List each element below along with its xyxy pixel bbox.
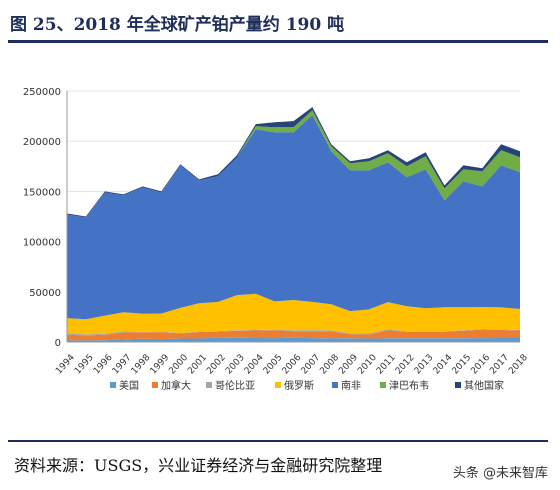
legend-swatch: [455, 382, 461, 388]
y-tick-label: 150000: [23, 187, 61, 198]
legend-label: 俄罗斯: [284, 379, 314, 392]
x-tick-label: 2009: [337, 353, 360, 377]
legend-label: 其他国家: [464, 379, 504, 392]
chart-legend: 美国 加拿大 哥伦比亚 俄罗斯 南非 津巴布韦 其他国家: [110, 379, 504, 392]
legend-swatch: [275, 382, 281, 388]
x-tick-label: 2000: [167, 353, 190, 377]
legend-label: 津巴布韦: [389, 380, 429, 392]
x-tick-label: 2002: [205, 353, 228, 377]
x-tick-label: 2006: [281, 353, 304, 377]
x-tick-label: 1995: [73, 353, 96, 377]
x-tick-label: 2007: [300, 353, 323, 377]
legend-swatch: [110, 382, 116, 388]
x-tick-label: 2008: [318, 353, 341, 377]
source-rule: [8, 440, 548, 442]
x-tick-label: 1997: [111, 353, 134, 377]
area-series-6: [67, 110, 520, 218]
x-tick-label: 2013: [413, 353, 436, 377]
x-tick-label: 2001: [186, 353, 209, 377]
y-tick-label: 50000: [29, 288, 61, 299]
area-series-4: [67, 293, 520, 335]
watermark: 头条 @未来智库: [452, 466, 548, 481]
y-tick-label: 0: [55, 338, 61, 349]
legend-swatch: [206, 382, 212, 388]
x-tick-label: 2003: [224, 353, 247, 377]
chart-axes: [66, 91, 520, 343]
x-tick-label: 2010: [356, 353, 379, 377]
x-tick-label: 2004: [243, 353, 266, 377]
area-series-7: [67, 107, 520, 218]
x-tick-label: 2017: [488, 353, 511, 377]
area-series-5: [67, 115, 520, 320]
area-series-1: [67, 337, 520, 342]
title-rule: [8, 40, 548, 43]
x-tick-label: 2005: [262, 353, 285, 377]
x-tick-label: 2011: [375, 353, 398, 377]
legend-swatch: [152, 382, 158, 388]
x-tick-label: 1994: [54, 353, 77, 377]
chart-areas: [67, 107, 520, 342]
legend-label: 哥伦比亚: [215, 379, 255, 392]
x-tick-label: 2012: [394, 353, 417, 377]
legend-swatch: [332, 382, 338, 388]
x-tick-label: 1999: [149, 353, 172, 377]
x-tick-label: 2015: [451, 353, 474, 377]
area-series-2: [67, 329, 520, 341]
legend-label: 南非: [341, 379, 361, 392]
figure-title: 图 25、2018 年全球矿产铂产量约 190 吨: [10, 15, 345, 35]
y-tick-labels: 0 50000 100000 150000 200000 250000: [23, 87, 61, 349]
y-tick-label: 200000: [23, 137, 61, 148]
x-tick-label: 1996: [92, 353, 115, 377]
legend-swatch: [380, 382, 386, 388]
x-tick-labels: 1994199519961997199819992000200120022003…: [54, 353, 530, 377]
legend-label: 加拿大: [161, 379, 191, 392]
x-tick-label: 2014: [432, 353, 455, 377]
y-tick-label: 100000: [23, 238, 61, 249]
area-series-3: [67, 329, 520, 336]
x-tick-label: 2018: [507, 353, 530, 377]
y-tick-label: 250000: [23, 87, 61, 98]
x-tick-label: 2016: [469, 353, 492, 377]
source-note: 资料来源：USGS，兴业证券经济与金融研究院整理: [14, 456, 383, 475]
x-tick-label: 1998: [130, 353, 153, 377]
legend-label: 美国: [119, 379, 139, 392]
